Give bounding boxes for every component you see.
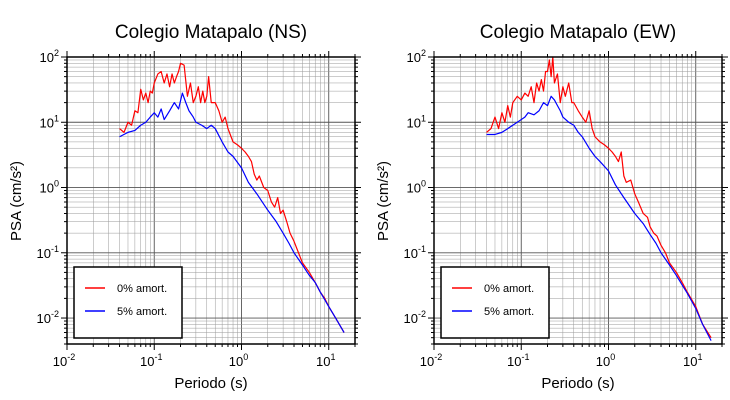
x-tick-label: 101	[683, 352, 702, 369]
series-layer	[486, 56, 712, 341]
chart-ew: Colegio Matapalo (EW) 10-2 10-1 100 10110-2…	[375, 22, 728, 392]
legend-label-1: 5% amort.	[117, 306, 167, 318]
x-tick-label: 10-2	[53, 352, 75, 369]
x-tick-label: 10-1	[507, 352, 529, 369]
legend-label-0: 0% amort.	[484, 283, 534, 295]
x-tick-label: 100	[229, 352, 248, 369]
x-tick-label: 101	[316, 352, 335, 369]
legend: 0% amort. 5% amort.	[73, 266, 183, 339]
y-tick-label: 102	[407, 48, 426, 65]
legend-box	[440, 266, 550, 339]
ticks: 10-2 10-1 100 101 10-2 10-1 100 101 102	[404, 48, 728, 369]
legend-label-1: 5% amort.	[484, 306, 534, 318]
y-axis-label: PSA (cm/s²)	[375, 161, 392, 241]
x-axis-label: Periodo (s)	[541, 375, 614, 392]
x-axis-label: Periodo (s)	[174, 375, 247, 392]
y-tick-label: 101	[40, 113, 59, 130]
y-tick-label: 10-1	[37, 244, 59, 261]
plot-frame	[66, 56, 356, 345]
y-tick-label: 10-2	[404, 309, 426, 326]
series-line-0	[119, 62, 345, 333]
x-tick-label: 10-2	[420, 352, 442, 369]
grid	[66, 56, 356, 345]
y-tick-label: 101	[407, 113, 426, 130]
ticks: 10-2 10-1 100 101 10-2 10-1 100 101 102	[37, 48, 361, 369]
series-line-1	[486, 95, 712, 341]
x-tick-label: 10-1	[140, 352, 162, 369]
y-axis-label: PSA (cm/s²)	[8, 161, 25, 241]
legend-box	[73, 266, 183, 339]
legend-label-0: 0% amort.	[117, 283, 167, 295]
y-tick-label: 10-2	[37, 309, 59, 326]
legend: 0% amort. 5% amort.	[440, 266, 550, 339]
chart-title: Colegio Matapalo (EW)	[480, 22, 676, 43]
plot-frame	[433, 56, 723, 345]
chart-title: Colegio Matapalo (NS)	[115, 22, 307, 43]
series-line-0	[486, 56, 712, 339]
y-tick-label: 102	[40, 48, 59, 65]
x-tick-label: 100	[596, 352, 615, 369]
series-line-1	[119, 92, 345, 333]
series-layer	[119, 62, 345, 333]
y-tick-label: 100	[407, 179, 426, 196]
y-tick-label: 100	[40, 179, 59, 196]
y-tick-label: 10-1	[404, 244, 426, 261]
chart-ns: Colegio Matapalo (NS) 10-2 10-1 100 10110-2…	[8, 22, 361, 392]
